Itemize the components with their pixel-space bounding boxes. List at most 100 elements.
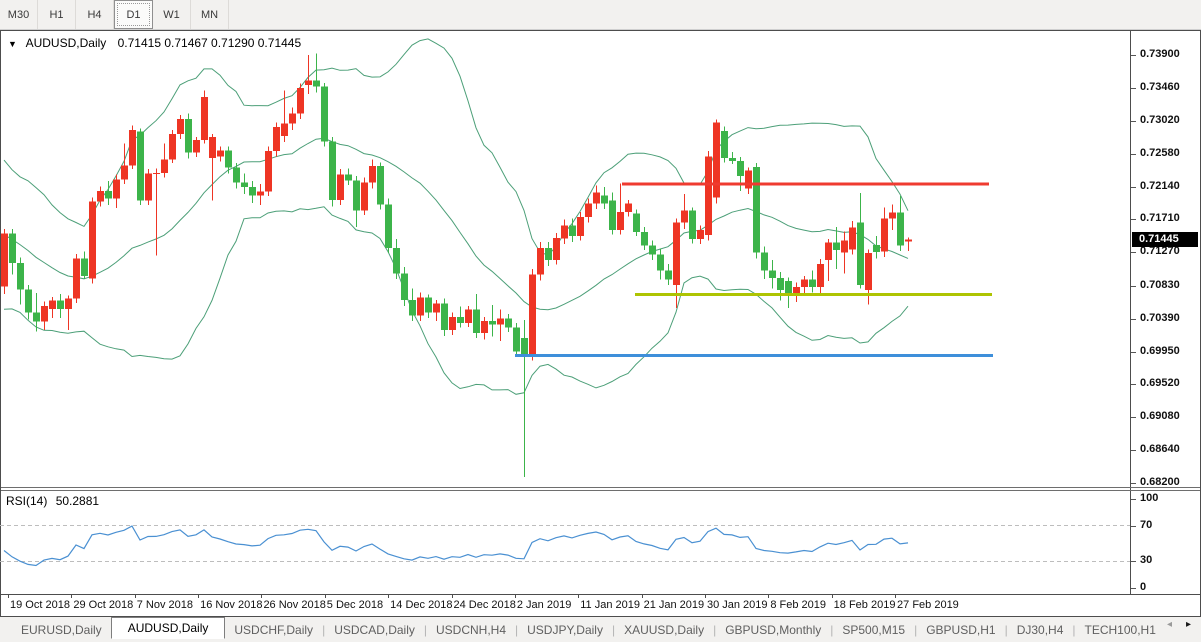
price-tick-mark xyxy=(1131,252,1136,254)
rsi-tick-label: 70 xyxy=(1140,518,1153,531)
price-tick-mark xyxy=(1131,88,1136,90)
time-tick-mark xyxy=(451,594,453,598)
timeframe-button-H4[interactable]: H4 xyxy=(76,0,114,29)
time-tick-label: 2 Jan 2019 xyxy=(516,599,572,611)
chart-tab-GBPUSD-H1[interactable]: GBPUSD,H1 xyxy=(926,622,996,637)
price-tick-label: 0.73900 xyxy=(1140,48,1180,60)
timeframe-toolbar: M30 H1 H4 D1 W1 MN xyxy=(0,0,1201,30)
chart-tab-USDCAD-Daily[interactable]: USDCAD,Daily xyxy=(334,622,415,637)
time-tick-label: 30 Jan 2019 xyxy=(706,599,768,611)
chart-tab-USDCNH-H4[interactable]: USDCNH,H4 xyxy=(436,622,507,637)
timeframe-button-H1[interactable]: H1 xyxy=(38,0,76,29)
time-tick-mark xyxy=(8,594,9,598)
time-tick-mark xyxy=(768,594,770,598)
timeframe-button-D1[interactable]: D1 xyxy=(114,0,153,29)
time-tick-label: 21 Jan 2019 xyxy=(643,599,705,611)
chart-tab-DJ30-H4[interactable]: DJ30,H4 xyxy=(1016,622,1064,637)
price-tick-label: 0.70830 xyxy=(1140,278,1180,291)
time-tick-label: 14 Dec 2018 xyxy=(390,599,453,611)
current-price-badge: 0.71445 xyxy=(1132,232,1198,248)
price-tick-mark xyxy=(1131,449,1136,451)
price-tick-label: 0.69080 xyxy=(1140,409,1180,422)
chart-tab-SP500-M15[interactable]: SP500,M15 xyxy=(842,622,906,637)
collapse-indicator-icon[interactable]: ▼ xyxy=(8,39,17,49)
indicator-pane-separator[interactable] xyxy=(1,490,1200,491)
chart-title: ▼ AUDUSD,Daily 0.71415 0.71467 0.71290 0… xyxy=(8,36,301,50)
time-tick-mark xyxy=(71,594,73,598)
price-tick-label: 0.71270 xyxy=(1140,245,1180,258)
timeframe-button-MN[interactable]: MN xyxy=(191,0,229,29)
price-tick-mark xyxy=(1131,285,1136,287)
price-tick-label: 0.71710 xyxy=(1140,212,1180,225)
price-tick-label: 0.68200 xyxy=(1140,476,1180,489)
time-tick-label: 5 Dec 2018 xyxy=(326,599,384,611)
rsi-tick-mark xyxy=(1131,499,1136,500)
tab-separator: | xyxy=(322,622,326,637)
time-tick-label: 16 Nov 2018 xyxy=(200,599,263,611)
tab-separator: | xyxy=(713,622,717,637)
price-tick-mark xyxy=(1131,416,1136,418)
chart-tab-GBPUSD-Monthly[interactable]: GBPUSD,Monthly xyxy=(725,622,822,637)
price-tick-label: 0.70390 xyxy=(1140,311,1180,324)
tab-separator: | xyxy=(1072,622,1076,637)
tab-separator: | xyxy=(515,622,519,637)
rsi-tick-mark xyxy=(1131,525,1136,527)
chart-tab-XAUUSD-Daily[interactable]: XAUUSD,Daily xyxy=(624,622,705,637)
chart-tab-TECH100-H1[interactable]: TECH100,H1 xyxy=(1084,622,1156,637)
price-tick-label: 0.72140 xyxy=(1140,180,1180,193)
price-tick-label: 0.73020 xyxy=(1140,114,1180,127)
timeframe-button-M30[interactable]: M30 xyxy=(0,0,38,29)
tab-separator: | xyxy=(830,622,834,637)
time-tick-label: 11 Jan 2019 xyxy=(580,599,640,611)
tab-scroll-left-icon[interactable]: ◂ xyxy=(1166,619,1172,630)
time-tick-label: 24 Dec 2018 xyxy=(453,599,516,611)
time-tick-mark xyxy=(198,594,200,598)
rsi-tick-mark xyxy=(1131,561,1136,563)
rsi-tick-label: 0 xyxy=(1140,581,1147,593)
chart-tab-AUDUSD-Daily[interactable]: AUDUSD,Daily xyxy=(110,617,226,639)
price-tick-mark xyxy=(1131,318,1136,320)
tab-separator: | xyxy=(1004,622,1008,637)
time-tick-mark xyxy=(324,594,326,598)
price-tick-label: 0.69950 xyxy=(1140,344,1180,357)
time-axis-separator xyxy=(1,594,1200,595)
rsi-tick-label: 30 xyxy=(1140,554,1153,567)
chart-ohlc-quotes: 0.71415 0.71467 0.71290 0.71445 xyxy=(117,36,302,50)
time-tick-mark xyxy=(578,594,580,598)
price-tick-mark xyxy=(1131,55,1136,56)
time-tick-label: 26 Nov 2018 xyxy=(263,599,326,611)
chart-symbol-label: AUDUSD,Daily xyxy=(25,36,107,50)
chart-tab-bar: EURUSD,Daily AUDUSD,Daily USDCHF,Daily | USD… xyxy=(0,617,1201,642)
time-tick-label: 29 Oct 2018 xyxy=(73,599,134,611)
time-tick-mark xyxy=(895,594,897,598)
chart-window[interactable] xyxy=(0,30,1201,617)
time-tick-label: 7 Nov 2018 xyxy=(136,599,193,611)
price-tick-mark xyxy=(1131,187,1136,189)
timeframe-button-W1[interactable]: W1 xyxy=(153,0,191,29)
indicator-pane-separator[interactable] xyxy=(1,487,1200,488)
price-tick-label: 0.73460 xyxy=(1140,81,1180,94)
time-tick-mark xyxy=(261,594,263,598)
price-tick-label: 0.68640 xyxy=(1140,442,1180,455)
chart-tab-USDCHF-Daily[interactable]: USDCHF,Daily xyxy=(234,622,314,637)
rsi-indicator-label: RSI(14) 50.2881 xyxy=(6,494,99,508)
price-axis-separator xyxy=(1130,31,1131,594)
price-tick-mark xyxy=(1131,219,1136,221)
price-tick-mark xyxy=(1131,351,1136,353)
time-tick-mark xyxy=(641,594,643,598)
time-tick-mark xyxy=(134,594,136,598)
chart-tab-USDJPY-Daily[interactable]: USDJPY,Daily xyxy=(527,622,603,637)
time-tick-label: 8 Feb 2019 xyxy=(770,599,826,611)
chart-tab-EURUSD-Daily[interactable]: EURUSD,Daily xyxy=(21,622,102,637)
time-tick-label: 18 Feb 2019 xyxy=(833,599,896,611)
price-tick-mark xyxy=(1131,154,1136,156)
time-tick-mark xyxy=(704,594,706,598)
time-tick-mark xyxy=(514,594,516,598)
price-tick-label: 0.69520 xyxy=(1140,376,1180,389)
tab-separator: | xyxy=(611,622,616,637)
price-tick-label: 0.72580 xyxy=(1140,147,1180,160)
tab-scroll-right-icon[interactable]: ▸ xyxy=(1185,619,1191,630)
price-tick-mark xyxy=(1131,383,1136,385)
tab-scroll-nav: ◂ ▸ xyxy=(1167,619,1191,630)
